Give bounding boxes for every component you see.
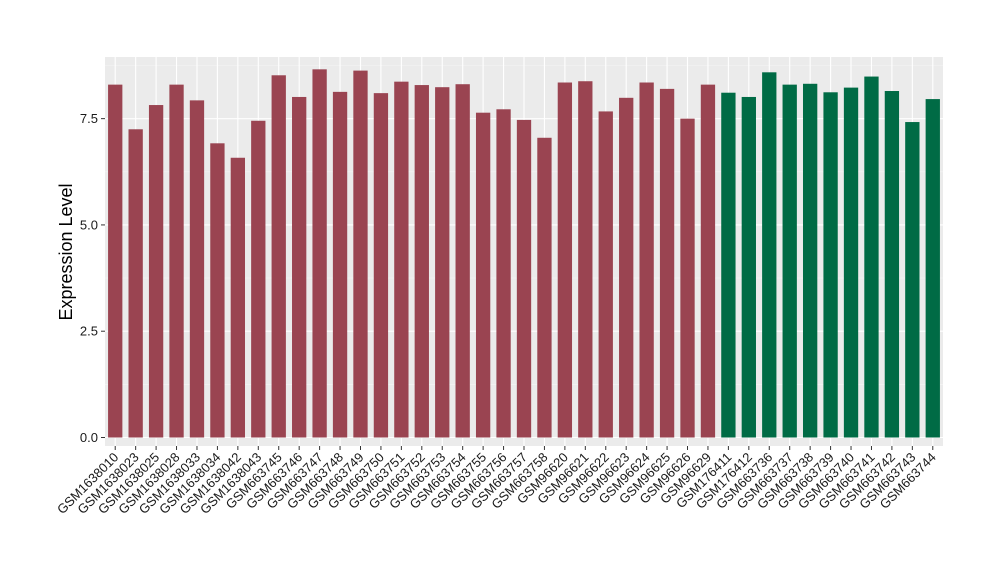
bar-GSM663750 bbox=[373, 93, 389, 438]
bar-GSM663754 bbox=[455, 84, 470, 438]
bar-GSM663749 bbox=[353, 70, 368, 438]
bar-GSM1638010 bbox=[108, 84, 123, 438]
bar-GSM663758 bbox=[537, 137, 552, 438]
bar-GSM663756 bbox=[496, 109, 511, 438]
bar-GSM1638025 bbox=[148, 105, 164, 438]
y-tick-label: 0.0 bbox=[80, 430, 98, 445]
bar-GSM1638043 bbox=[251, 120, 266, 438]
bar-GSM1638033 bbox=[189, 100, 205, 438]
y-tick-label: 2.5 bbox=[80, 324, 98, 339]
y-tick-label: 5.0 bbox=[80, 217, 98, 232]
bar-GSM663751 bbox=[394, 81, 409, 438]
bar-GSM663752 bbox=[414, 85, 429, 438]
bar-GSM663755 bbox=[475, 112, 491, 438]
bar-GSM1638042 bbox=[230, 157, 246, 438]
bar-GSM96626 bbox=[680, 118, 695, 438]
axes: 0.02.55.07.5GSM1638010GSM1638023GSM16380… bbox=[54, 111, 939, 517]
bar-GSM1638034 bbox=[210, 143, 225, 438]
bar-GSM96620 bbox=[557, 82, 573, 438]
bar-GSM663741 bbox=[864, 76, 879, 438]
bar-GSM663739 bbox=[823, 92, 838, 438]
bar-GSM96621 bbox=[578, 81, 593, 438]
bar-GSM663747 bbox=[312, 69, 327, 438]
bar-GSM663744 bbox=[925, 99, 940, 438]
bar-GSM663740 bbox=[843, 87, 859, 438]
bar-GSM663757 bbox=[516, 119, 532, 438]
y-axis-title: Expression Level bbox=[56, 183, 76, 320]
bar-GSM176411 bbox=[721, 92, 736, 438]
bar-GSM1638023 bbox=[128, 129, 143, 438]
bar-GSM663745 bbox=[271, 75, 286, 438]
y-tick-label: 7.5 bbox=[80, 111, 98, 126]
bar-GSM663743 bbox=[905, 122, 920, 438]
bar-GSM663738 bbox=[802, 83, 818, 438]
bar-GSM96624 bbox=[639, 82, 654, 438]
bar-GSM663748 bbox=[332, 91, 348, 438]
bar-GSM663742 bbox=[884, 91, 900, 438]
bar-GSM176412 bbox=[741, 96, 756, 438]
bar-GSM663736 bbox=[762, 72, 777, 438]
bar-GSM96623 bbox=[619, 97, 634, 438]
bar-GSM663746 bbox=[292, 96, 307, 438]
bar-GSM663753 bbox=[435, 87, 450, 438]
bars bbox=[108, 69, 940, 438]
bar-GSM1638028 bbox=[169, 84, 184, 438]
bar-GSM96622 bbox=[598, 111, 613, 438]
bar-GSM663737 bbox=[782, 84, 797, 438]
bar-GSM96629 bbox=[700, 84, 716, 438]
bar-GSM96625 bbox=[659, 88, 675, 438]
